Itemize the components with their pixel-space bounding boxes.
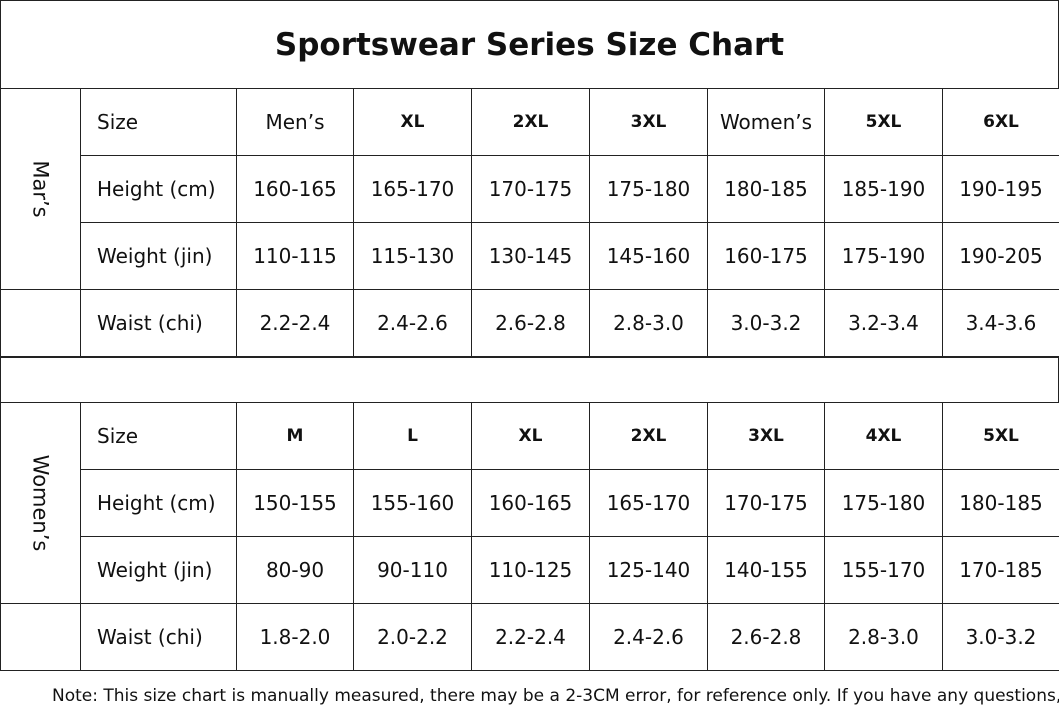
data-cell: Waist (chi) xyxy=(80,289,237,357)
data-cell: 185-190 xyxy=(824,155,943,223)
section-label: Women’s xyxy=(28,454,53,552)
header-cell: Size xyxy=(80,402,237,470)
header-cell: 3XL xyxy=(707,402,825,470)
data-cell: 2.4-2.6 xyxy=(353,289,472,357)
data-cell: 160-175 xyxy=(707,222,825,290)
data-cell: 3.4-3.6 xyxy=(942,289,1059,357)
note: Note: This size chart is manually measur… xyxy=(52,686,1059,706)
header-cell: 5XL xyxy=(824,88,943,156)
data-cell: 140-155 xyxy=(707,536,825,604)
header-cell: 2XL xyxy=(589,402,708,470)
header-cell: Men’s xyxy=(236,88,354,156)
title: Sportswear Series Size Chart xyxy=(0,0,1059,89)
data-cell: 110-125 xyxy=(471,536,590,604)
data-cell: Height (cm) xyxy=(80,469,237,537)
header-cell: Size xyxy=(80,88,237,156)
header-cell: 5XL xyxy=(942,402,1059,470)
data-cell: 170-185 xyxy=(942,536,1059,604)
data-cell: 2.6-2.8 xyxy=(707,603,825,671)
data-cell: 1.8-2.0 xyxy=(236,603,354,671)
header-cell: 6XL xyxy=(942,88,1059,156)
data-cell: 145-160 xyxy=(589,222,708,290)
data-cell: Weight (jin) xyxy=(80,222,237,290)
data-cell: 175-180 xyxy=(589,155,708,223)
header-cell: L xyxy=(353,402,472,470)
header-cell: XL xyxy=(353,88,472,156)
data-cell: 155-160 xyxy=(353,469,472,537)
data-cell: 165-170 xyxy=(353,155,472,223)
data-cell: 2.8-3.0 xyxy=(589,289,708,357)
header-cell: 2XL xyxy=(471,88,590,156)
header-cell: M xyxy=(236,402,354,470)
data-cell: 175-190 xyxy=(824,222,943,290)
data-cell: 155-170 xyxy=(824,536,943,604)
header-cell: 4XL xyxy=(824,402,943,470)
data-cell: 115-130 xyxy=(353,222,472,290)
section-label: Mar’s xyxy=(28,160,53,218)
data-cell: 130-145 xyxy=(471,222,590,290)
empty-cell xyxy=(0,603,81,671)
data-cell: 150-155 xyxy=(236,469,354,537)
data-cell: 110-115 xyxy=(236,222,354,290)
data-cell: 2.0-2.2 xyxy=(353,603,472,671)
data-cell: 190-195 xyxy=(942,155,1059,223)
data-cell: 180-185 xyxy=(942,469,1059,537)
spacer-row xyxy=(0,357,1059,403)
data-cell: 160-165 xyxy=(236,155,354,223)
data-cell: 3.0-3.2 xyxy=(707,289,825,357)
data-cell: 3.0-3.2 xyxy=(942,603,1059,671)
header-cell: 3XL xyxy=(589,88,708,156)
data-cell: 180-185 xyxy=(707,155,825,223)
data-cell: Weight (jin) xyxy=(80,536,237,604)
data-cell: 175-180 xyxy=(824,469,943,537)
data-cell: 2.4-2.6 xyxy=(589,603,708,671)
data-cell: 2.2-2.4 xyxy=(236,289,354,357)
empty-cell xyxy=(0,289,81,357)
header-cell: XL xyxy=(471,402,590,470)
data-cell: 125-140 xyxy=(589,536,708,604)
data-cell: 80-90 xyxy=(236,536,354,604)
data-cell: 160-165 xyxy=(471,469,590,537)
data-cell: Waist (chi) xyxy=(80,603,237,671)
data-cell: 170-175 xyxy=(471,155,590,223)
data-cell: 2.2-2.4 xyxy=(471,603,590,671)
data-cell: 90-110 xyxy=(353,536,472,604)
data-cell: Height (cm) xyxy=(80,155,237,223)
data-cell: 165-170 xyxy=(589,469,708,537)
header-cell: Women’s xyxy=(707,88,825,156)
data-cell: 2.8-3.0 xyxy=(824,603,943,671)
section-label-cell: Women’s xyxy=(0,402,81,604)
data-cell: 170-175 xyxy=(707,469,825,537)
section-label-cell: Mar’s xyxy=(0,88,81,290)
data-cell: 2.6-2.8 xyxy=(471,289,590,357)
data-cell: 3.2-3.4 xyxy=(824,289,943,357)
data-cell: 190-205 xyxy=(942,222,1059,290)
